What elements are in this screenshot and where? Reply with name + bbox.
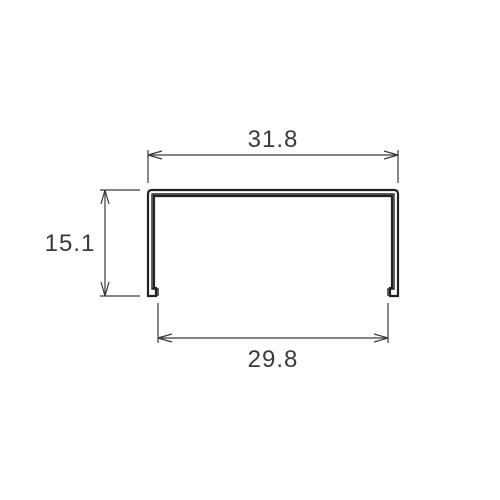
profile-outer bbox=[148, 190, 398, 296]
dim-left-label: 15.1 bbox=[45, 230, 96, 257]
drawing-svg: 31.8 15.1 29.8 bbox=[0, 0, 500, 500]
dim-top-label: 31.8 bbox=[248, 126, 299, 153]
dim-bottom-label: 29.8 bbox=[248, 346, 299, 373]
drawing-stage: 31.8 15.1 29.8 bbox=[0, 0, 500, 500]
dim-left: 15.1 bbox=[45, 190, 140, 296]
profile-inner bbox=[152, 194, 394, 296]
dim-top: 31.8 bbox=[148, 126, 398, 183]
dim-bottom: 29.8 bbox=[158, 303, 388, 373]
profile bbox=[148, 190, 398, 296]
